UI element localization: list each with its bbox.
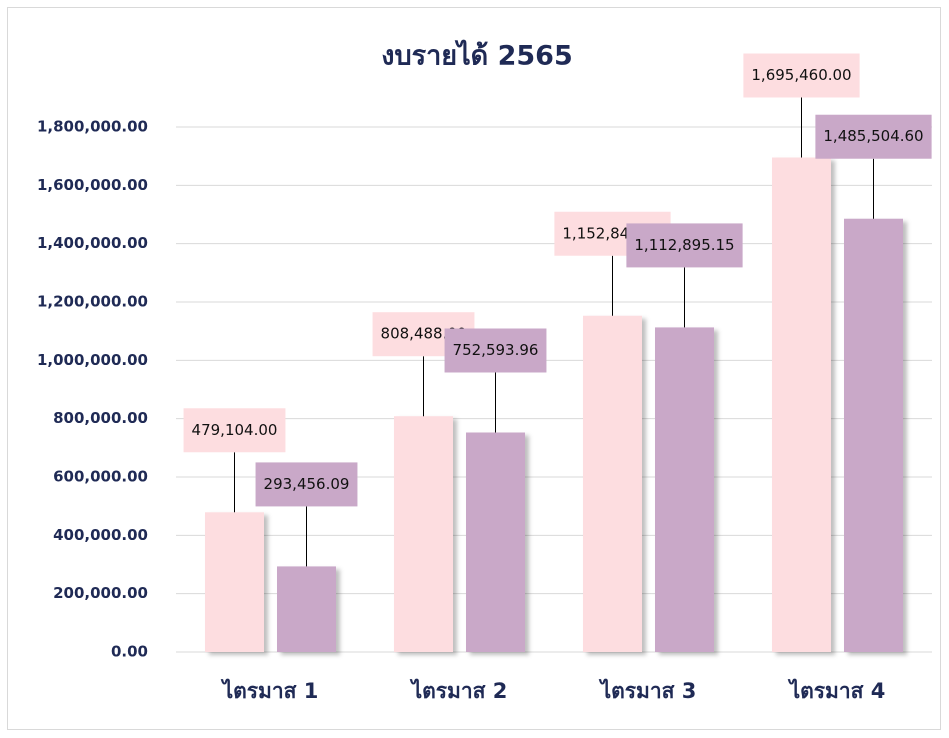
data-label-box bbox=[743, 53, 860, 98]
bar bbox=[844, 218, 903, 652]
data-label-box bbox=[255, 462, 358, 507]
bar bbox=[772, 157, 831, 652]
y-tick-label: 1,200,000.00 bbox=[37, 293, 148, 311]
x-tick-label: ไตรมาส 3 bbox=[599, 678, 697, 703]
y-tick-label: 600,000.00 bbox=[53, 468, 148, 486]
data-label: 752,593.96 bbox=[453, 341, 539, 359]
y-tick-label: 1,400,000.00 bbox=[37, 234, 148, 252]
data-label: 293,456.09 bbox=[264, 475, 350, 493]
data-label-box bbox=[183, 408, 286, 453]
data-label: 1,485,504.60 bbox=[823, 127, 923, 145]
data-label: 1,112,895.15 bbox=[634, 236, 734, 254]
bar bbox=[583, 315, 642, 652]
y-tick-label: 400,000.00 bbox=[53, 526, 148, 544]
bar bbox=[205, 512, 264, 652]
data-label-box bbox=[626, 223, 743, 268]
x-tick-label: ไตรมาส 2 bbox=[410, 678, 508, 703]
data-label: 479,104.00 bbox=[192, 421, 278, 439]
data-label-box bbox=[815, 114, 932, 159]
chart-title: งบรายได้ 2565 bbox=[381, 40, 572, 72]
y-tick-label: 1,000,000.00 bbox=[37, 351, 148, 369]
data-label: 1,695,460.00 bbox=[751, 66, 851, 84]
bar bbox=[466, 432, 525, 652]
y-tick-label: 800,000.00 bbox=[53, 409, 148, 427]
x-tick-label: ไตรมาส 4 bbox=[788, 678, 886, 703]
y-tick-label: 1,800,000.00 bbox=[37, 118, 148, 136]
x-tick-label: ไตรมาส 1 bbox=[221, 678, 319, 703]
y-tick-label: 0.00 bbox=[111, 643, 148, 661]
bar bbox=[655, 327, 714, 652]
data-label-box bbox=[444, 328, 547, 373]
y-tick-label: 1,600,000.00 bbox=[37, 176, 148, 194]
y-tick-label: 200,000.00 bbox=[53, 584, 148, 602]
bar bbox=[394, 416, 453, 652]
bar bbox=[277, 566, 336, 652]
